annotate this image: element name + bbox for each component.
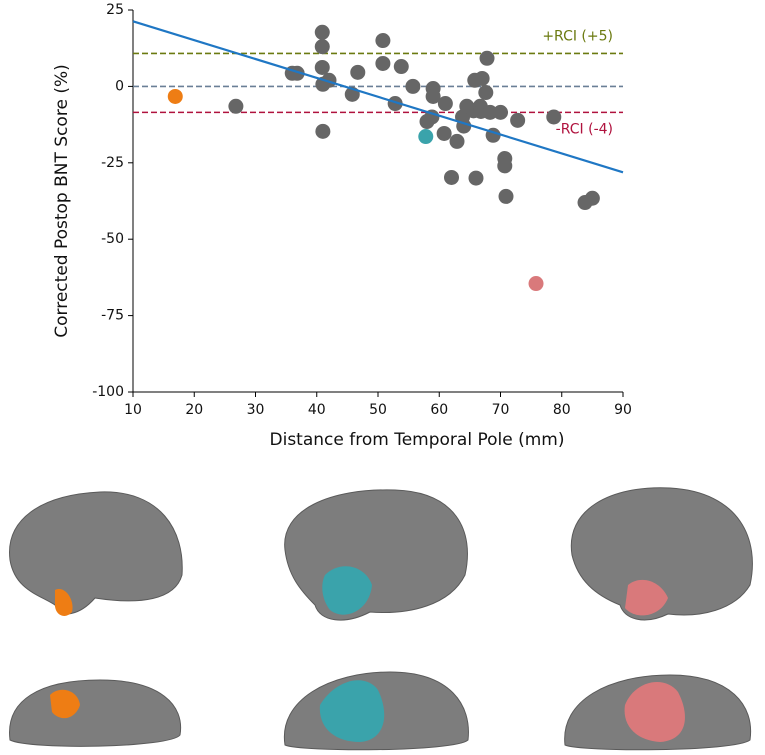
y-tick-label: 25 (106, 2, 124, 18)
point (321, 72, 337, 88)
x-tick-label: 70 (492, 402, 510, 418)
point (444, 169, 459, 185)
point (314, 59, 330, 75)
point (479, 50, 495, 66)
x-tick-label: 10 (124, 402, 142, 418)
region (319, 680, 385, 742)
point (315, 123, 331, 139)
x-tick-label: 40 (308, 402, 326, 418)
point (474, 70, 490, 86)
trend-line (132, 20, 624, 174)
y-tick-label: -50 (101, 231, 124, 247)
point (405, 78, 421, 94)
point (314, 24, 330, 40)
brain-ventral (9, 679, 182, 747)
point (437, 96, 453, 112)
y-tick-label: 0 (115, 78, 124, 94)
point (387, 96, 403, 112)
point (314, 39, 330, 55)
region (625, 579, 668, 616)
point (449, 133, 465, 149)
point (375, 55, 391, 71)
brain-lateral (570, 487, 753, 621)
point (498, 188, 514, 204)
y-tick-label: -75 (101, 308, 124, 324)
point (478, 85, 494, 101)
x-tick-label: 60 (430, 402, 448, 418)
x-axis-label: Distance from Temporal Pole (mm) (270, 430, 565, 450)
point (425, 88, 441, 104)
region (55, 589, 73, 616)
x-tick-label: 90 (614, 402, 632, 418)
point (528, 276, 544, 292)
point (497, 158, 513, 174)
point (350, 64, 366, 80)
point (510, 112, 526, 128)
point (375, 33, 391, 49)
x-tick-label: 80 (553, 402, 571, 418)
x-tick-label: 30 (247, 402, 265, 418)
point (482, 104, 498, 120)
region (624, 682, 685, 742)
y-axis-label: Corrected Postop BNT Score (%) (52, 64, 72, 337)
reference-label: +RCI (+5) (542, 28, 613, 44)
x-tick-label: 20 (185, 402, 203, 418)
point (436, 125, 452, 141)
point (228, 98, 244, 114)
point (167, 88, 183, 104)
brain-lateral (9, 491, 183, 615)
reference-label: -RCI (-4) (556, 121, 613, 137)
x-tick-label: 50 (369, 402, 387, 418)
brain-lateral (284, 489, 468, 621)
y-tick-label: -25 (101, 155, 124, 171)
brain-images (9, 487, 753, 751)
y-tick-label: -100 (92, 384, 124, 400)
point (493, 104, 508, 120)
point (393, 59, 409, 75)
point (289, 65, 305, 81)
region (322, 566, 372, 615)
point (468, 170, 484, 186)
point (584, 190, 600, 206)
point (418, 129, 434, 145)
region (50, 689, 80, 719)
point (546, 109, 562, 125)
